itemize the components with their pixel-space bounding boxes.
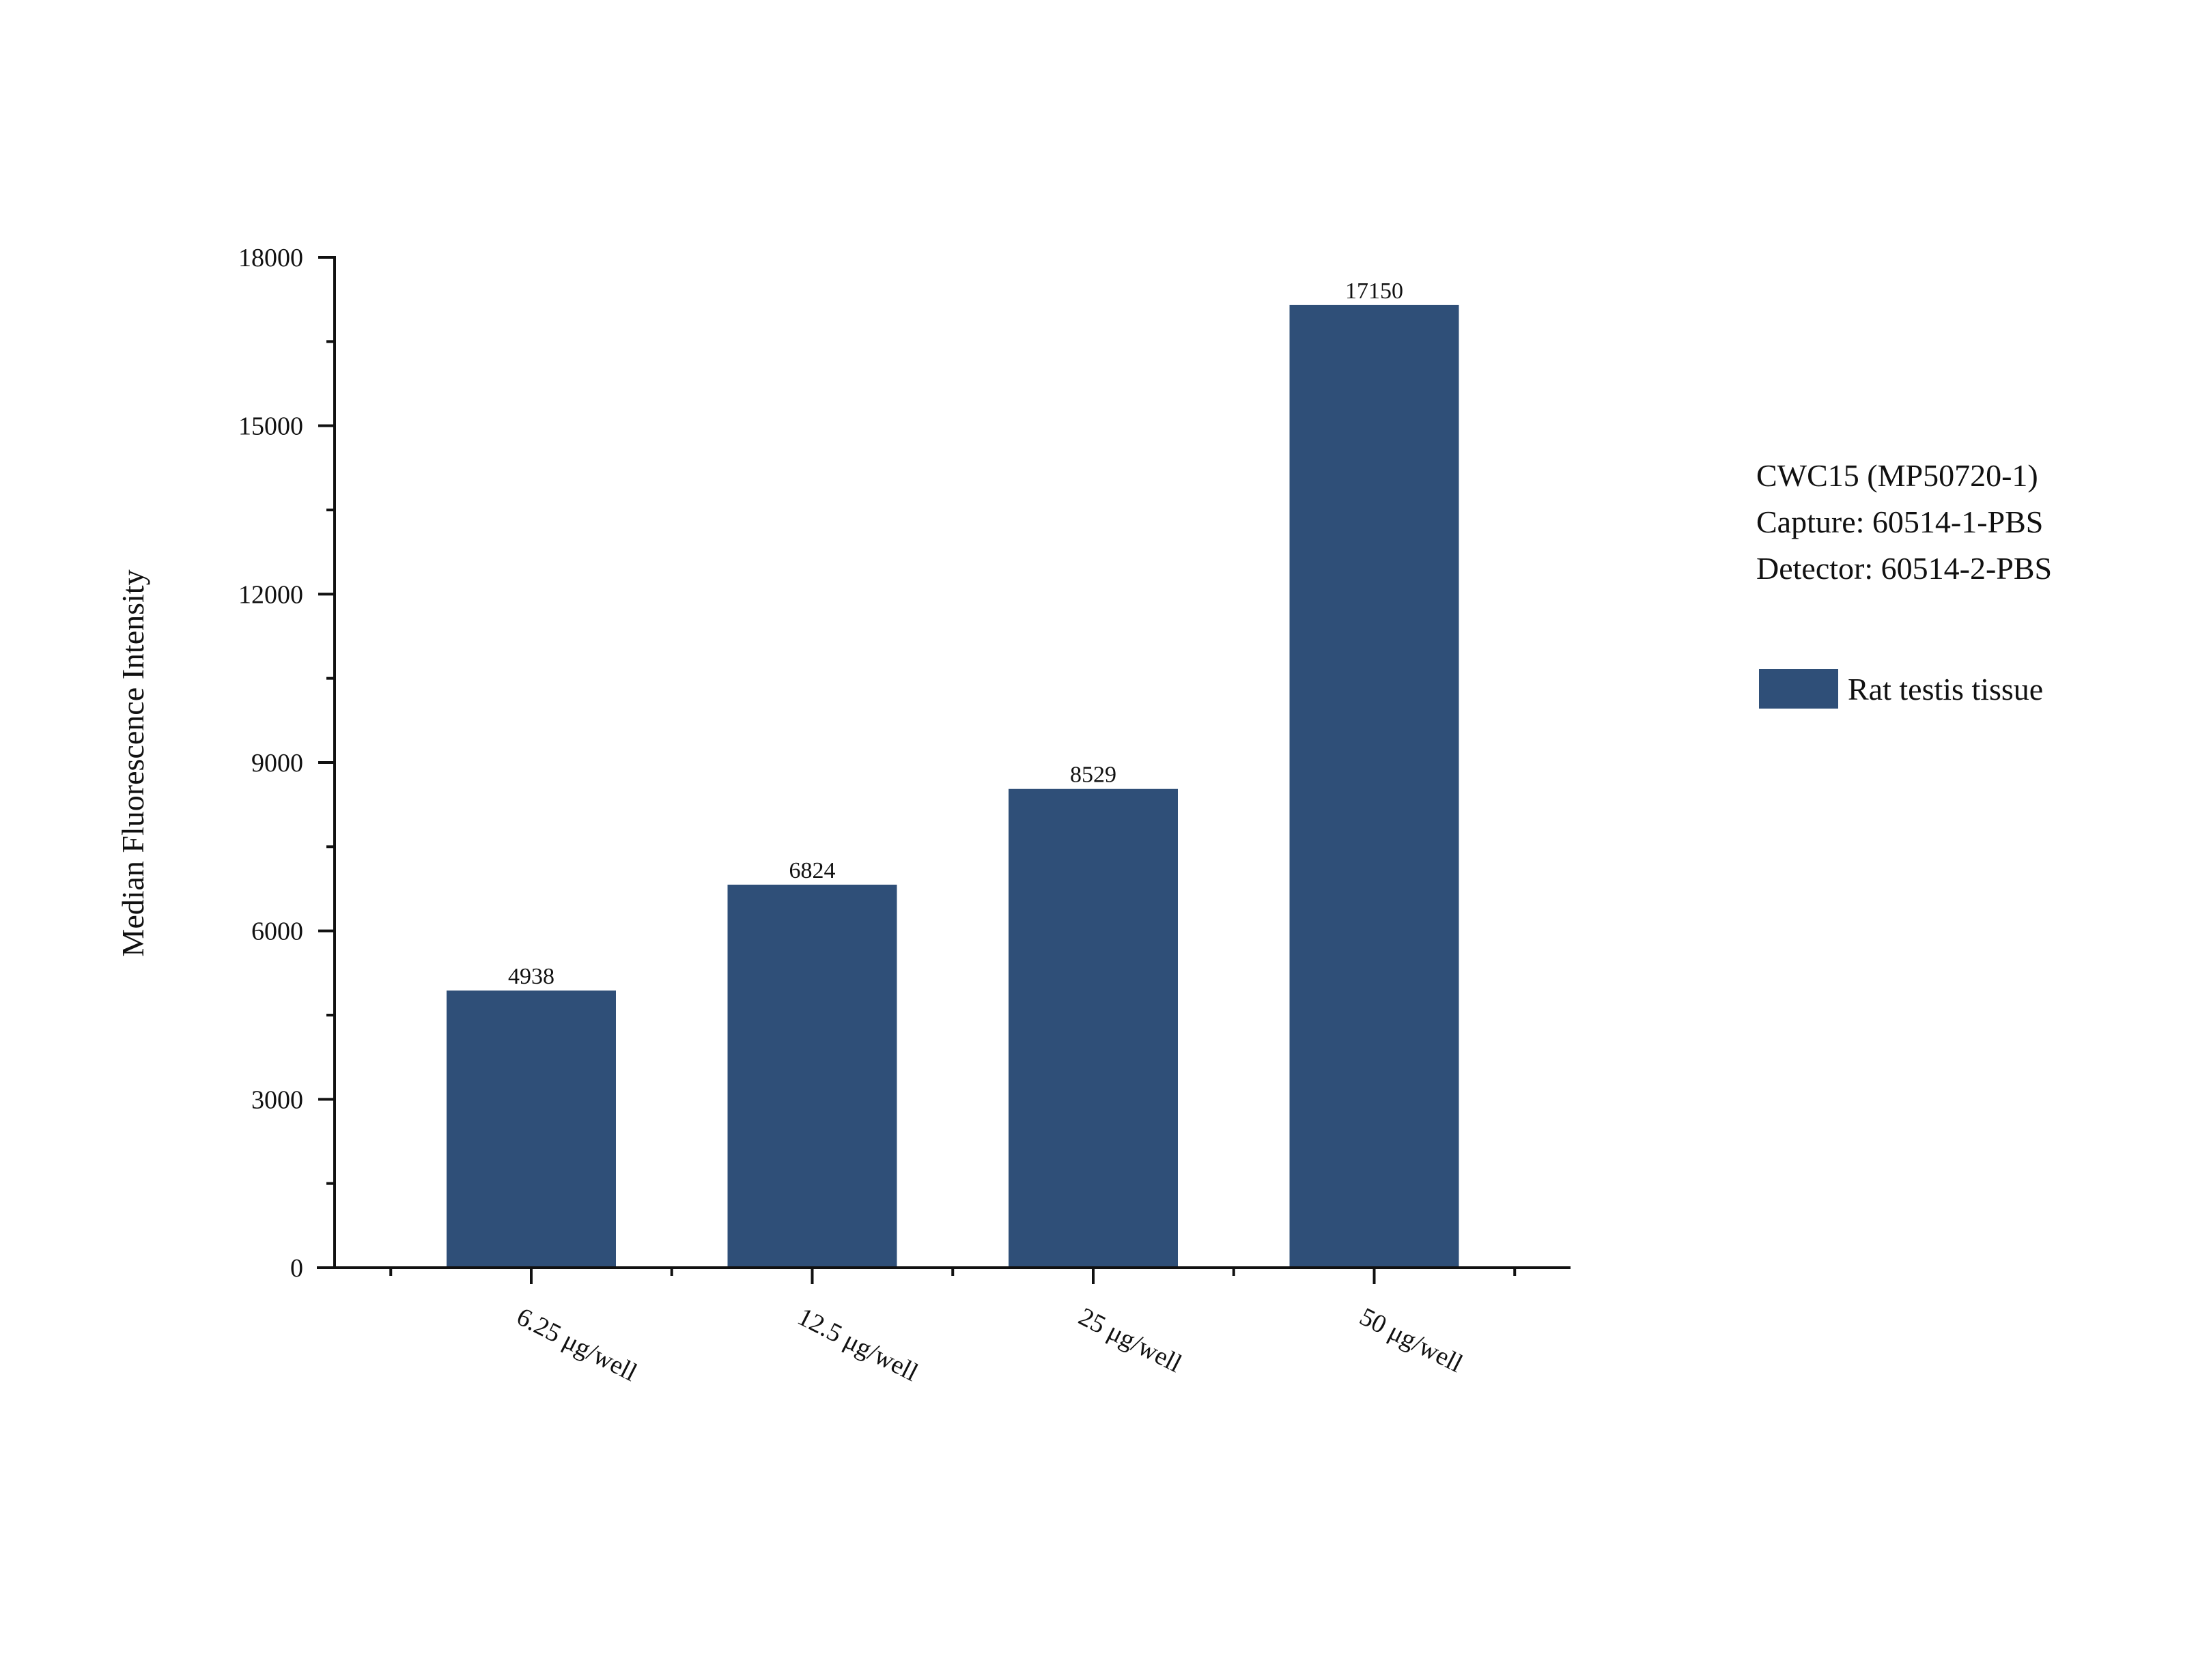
annotation-line: Capture: 60514-1-PBS [1756, 504, 2043, 539]
y-tick-label: 18000 [238, 244, 303, 272]
bar [727, 884, 897, 1268]
y-tick-label: 6000 [251, 917, 303, 946]
bar [447, 990, 616, 1268]
data-labels-group: 4938 6824 8529 17150 [508, 279, 1403, 989]
x-tick-label: 50 μg/well [1355, 1302, 1467, 1378]
chart-annotation: CWC15 (MP50720-1) Capture: 60514-1-PBS D… [1756, 458, 2052, 586]
annotation-line: Detector: 60514-2-PBS [1756, 551, 2052, 586]
y-tick-label: 3000 [251, 1085, 303, 1114]
x-tick-label: 12.5 μg/well [793, 1302, 923, 1387]
legend: Rat testis tissue [1759, 669, 2043, 709]
data-label: 4938 [508, 964, 554, 989]
bar [1289, 304, 1459, 1268]
y-axis-title: Median Fluorescence Intensity [115, 569, 150, 956]
x-tick-label: 6.25 μg/well [512, 1302, 642, 1387]
y-axis: 0 3000 6000 9000 12000 15000 18000 [238, 244, 336, 1283]
y-tick-label: 12000 [238, 580, 303, 609]
y-tick-label: 9000 [251, 749, 303, 778]
data-label: 8529 [1070, 763, 1116, 788]
annotation-line: CWC15 (MP50720-1) [1756, 458, 2038, 493]
legend-swatch [1759, 669, 1838, 709]
y-tick-label: 0 [290, 1254, 303, 1283]
x-axis: 6.25 μg/well 12.5 μg/well 25 μg/well 50 μg/… [317, 1266, 1571, 1387]
bars-group [447, 304, 1459, 1268]
y-tick-label: 15000 [238, 412, 303, 441]
data-label: 6824 [789, 858, 836, 883]
legend-label: Rat testis tissue [1848, 672, 2043, 707]
x-tick-label: 25 μg/well [1074, 1302, 1186, 1378]
data-label: 17150 [1345, 279, 1403, 304]
bar [1009, 788, 1178, 1268]
